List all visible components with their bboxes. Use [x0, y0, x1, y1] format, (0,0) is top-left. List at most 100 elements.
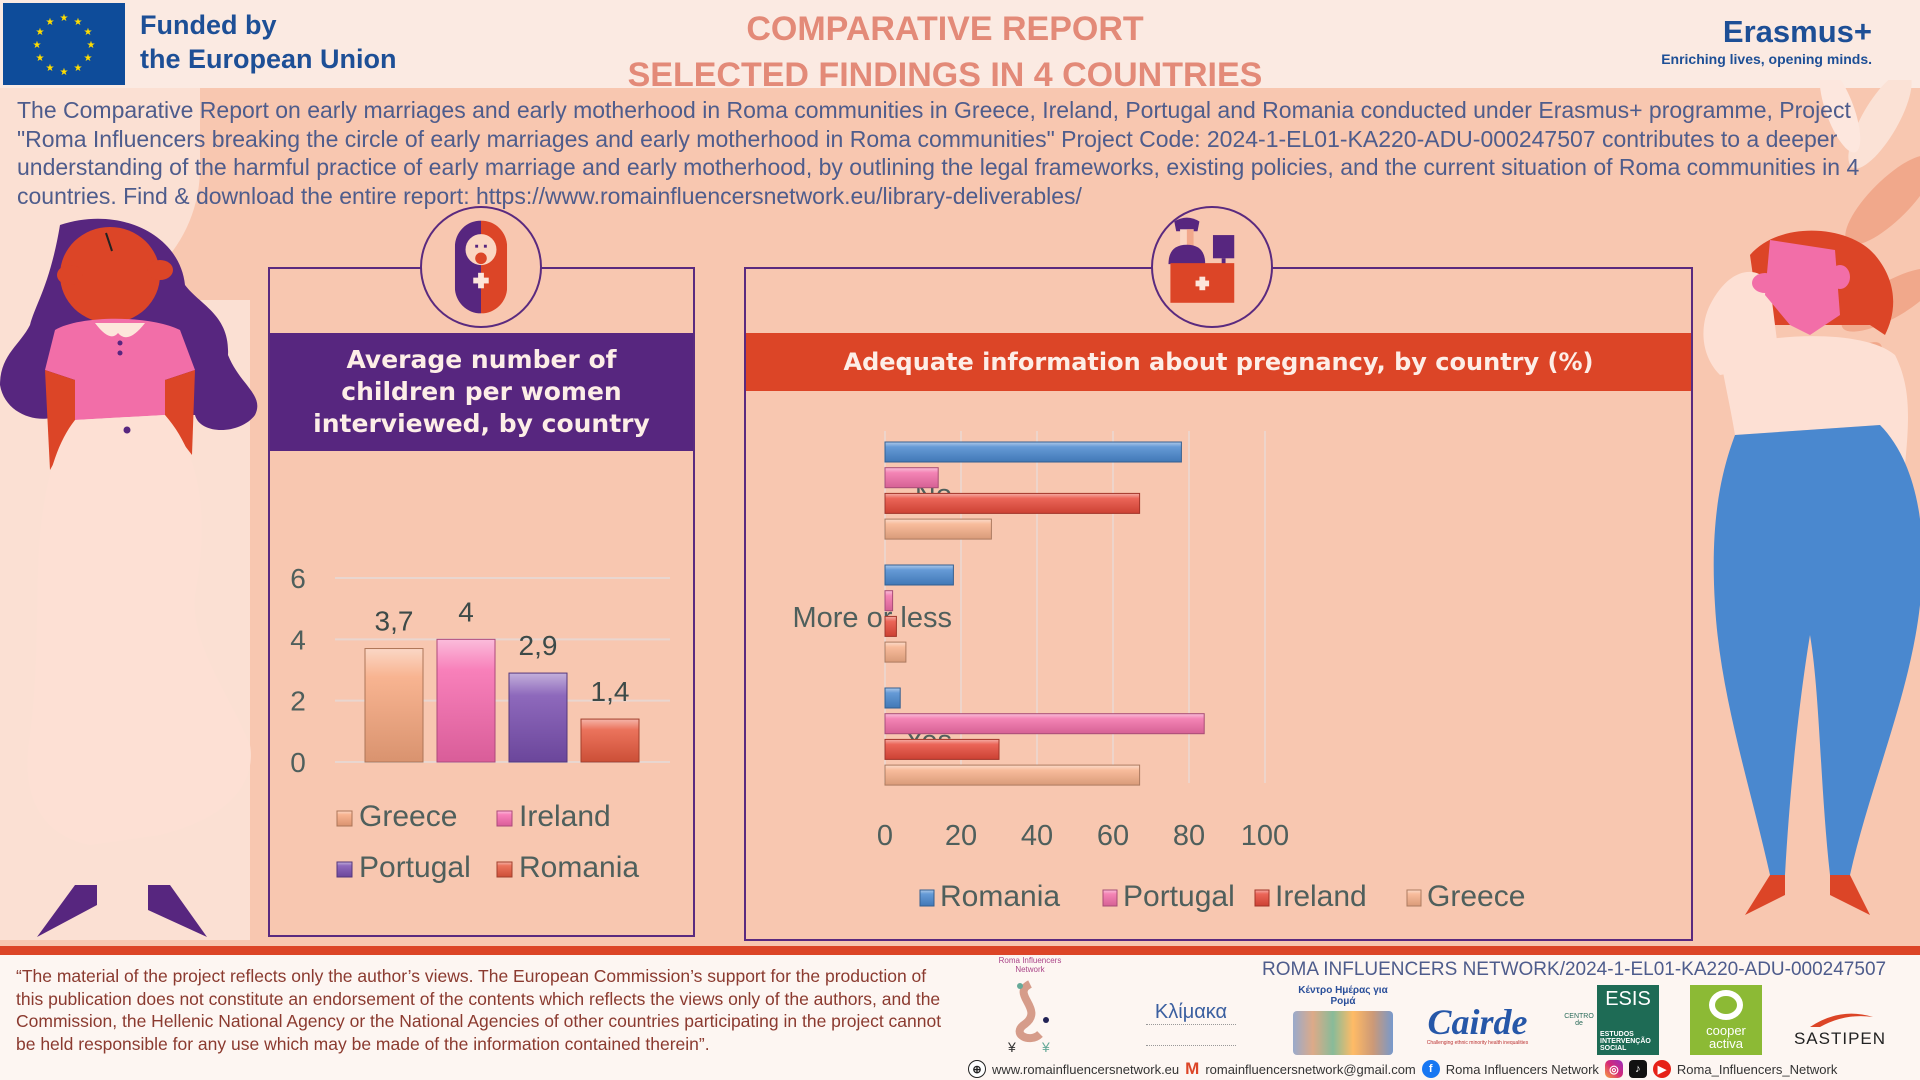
svg-text:★: ★	[87, 40, 96, 51]
legend-label-greece: Greece	[359, 800, 457, 833]
svg-text:★: ★	[36, 53, 45, 64]
sastipen-swoosh	[1810, 1013, 1873, 1027]
youtube-icon[interactable]: ▶	[1652, 1060, 1671, 1078]
esis-logo: CENTRO de ESIS ESTUDOS INTERVENÇÃO SOCIA…	[1560, 985, 1660, 1055]
globe-icon: ⊕	[968, 1060, 986, 1078]
bar-portugal-yes	[884, 713, 1205, 735]
baby-icon	[454, 220, 508, 314]
baby-icon-circle	[420, 206, 542, 328]
legend-swatch	[496, 810, 513, 827]
legend-swatch	[496, 861, 513, 878]
bar-romania-more-or-less	[884, 564, 954, 586]
x-tick-label: 100	[1241, 820, 1289, 852]
cooper-activa-logo: cooper activa	[1690, 985, 1762, 1055]
bar-greece-yes	[884, 764, 1141, 786]
social-handle[interactable]: Roma_Influencers_Network	[1676, 1061, 1838, 1077]
website-link[interactable]: www.romainfluencersnetwork.eu	[992, 1061, 1180, 1077]
cooper-name: cooper activa	[1706, 1023, 1746, 1051]
erasmus-name: Erasmus+	[1722, 14, 1872, 49]
disclaimer-text: “The material of the project reflects on…	[16, 966, 942, 1054]
svg-text:★: ★	[46, 17, 55, 28]
bar-portugal	[508, 672, 568, 763]
data-label: 4	[458, 596, 474, 627]
bar-ireland-more-or-less	[884, 615, 897, 637]
legend-label-portugal: Portugal	[1123, 880, 1235, 913]
svg-text:★: ★	[33, 40, 42, 51]
bar-ireland-yes	[884, 738, 1000, 760]
children-bar-chart: 0 2 4 6 3,7 4 2,9 1,4 Greece Ireland Portugal Roman…	[290, 563, 670, 884]
header-band	[0, 0, 1920, 88]
legend-swatch	[1406, 889, 1422, 907]
svg-text:¥: ¥	[1041, 1039, 1050, 1054]
chart-title: Adequate information about pregnancy, by…	[746, 333, 1691, 391]
kentro-image	[1293, 1011, 1393, 1055]
legend-swatch	[336, 810, 353, 827]
bar-ireland	[436, 638, 496, 763]
woman-illustration-right	[1703, 230, 1920, 915]
erasmus-tagline: Enriching lives, opening minds.	[1661, 51, 1872, 67]
svg-text:★: ★	[74, 63, 83, 74]
roma-influencers-logo: Roma Influencers Network ¥ ¥	[990, 955, 1070, 1055]
gmail-icon: M	[1185, 1059, 1200, 1078]
data-label: 2,9	[519, 630, 558, 661]
doctor-desk-icon	[1168, 217, 1235, 303]
klimaka-subtext	[1146, 1023, 1236, 1046]
contact-bar: ⊕ www.romainfluencersnetwork.eu M romain…	[968, 1059, 1918, 1079]
kentro-logo: Κέντρο Ημέρας για Ρομά	[1290, 985, 1396, 1055]
cairde-name: Cairde	[1427, 1002, 1528, 1042]
woman-illustration-left	[0, 218, 258, 937]
bar-romania	[580, 718, 640, 763]
email-link[interactable]: romainfluencersnetwork@gmail.com	[1205, 1061, 1416, 1077]
funded-by-eu-text: Funded by the European Union	[140, 8, 397, 76]
footer-divider	[0, 946, 1920, 955]
x-tick-label: 0	[877, 820, 893, 852]
sastipen-name: SASTIPEN	[1793, 1029, 1887, 1048]
children-chart-panel: Average number of children per women int…	[268, 267, 695, 937]
category-label: More or less	[792, 602, 952, 634]
svg-text:¥: ¥	[1007, 1039, 1016, 1054]
svg-text:★: ★	[46, 63, 55, 74]
data-label: 1,4	[591, 676, 630, 707]
bar-portugal-no	[884, 467, 939, 489]
erasmus-logo: Erasmus+ Enriching lives, opening minds.	[1661, 14, 1872, 68]
cairde-logo: Cairde Challenging ethnic minority healt…	[1420, 1000, 1535, 1050]
data-label: 3,7	[375, 606, 414, 637]
facebook-link[interactable]: Roma Influencers Network	[1445, 1061, 1599, 1077]
pregnancy-info-chart-panel: Adequate information about pregnancy, by…	[744, 267, 1693, 941]
y-tick-label: 4	[290, 624, 306, 655]
pregnancy-info-bar-chart: 020406080100NoMore or lessYesRomaniaPort…	[792, 431, 1525, 913]
legend-swatch	[1254, 889, 1270, 907]
doctor-icon-circle	[1151, 206, 1273, 328]
esis-full: ESTUDOS INTERVENÇÃO SOCIAL	[1600, 1031, 1651, 1052]
esis-prefix: CENTRO de	[1564, 1013, 1594, 1027]
esis-short: ESIS	[1605, 988, 1651, 1010]
legend-label-ireland: Ireland	[519, 800, 611, 833]
bar-portugal-more-or-less	[884, 590, 894, 612]
legend-swatch	[1102, 889, 1118, 907]
x-tick-label: 80	[1173, 820, 1205, 852]
x-tick-label: 20	[945, 820, 977, 852]
funder-line-2: the European Union	[140, 44, 397, 74]
tiktok-icon[interactable]: ♪	[1628, 1060, 1647, 1078]
page-title: COMPARATIVE REPORT SELECTED FINDINGS IN …	[560, 6, 1330, 98]
title-line-2: SELECTED FINDINGS IN 4 COUNTRIES	[627, 56, 1263, 94]
y-tick-label: 0	[290, 747, 306, 778]
x-tick-label: 60	[1097, 820, 1129, 852]
y-tick-label: 6	[290, 563, 306, 594]
svg-text:★: ★	[84, 53, 93, 64]
y-tick-label: 2	[290, 686, 306, 717]
cooper-mark	[1709, 990, 1743, 1020]
svg-text:★: ★	[60, 67, 69, 78]
legend-label-greece: Greece	[1427, 880, 1525, 913]
bar-greece	[364, 648, 424, 763]
instagram-icon[interactable]: ◎	[1604, 1060, 1623, 1078]
legend-label-romania: Romania	[940, 880, 1060, 913]
roma-logo-text: Roma Influencers Network	[998, 956, 1062, 974]
project-code: ROMA INFLUENCERS NETWORK/2024-1-EL01-KA2…	[1262, 959, 1887, 980]
title-line-1: COMPARATIVE REPORT	[746, 10, 1144, 48]
bar-romania-yes	[884, 687, 901, 709]
klimaka-name: Κλίμακα	[1154, 1000, 1228, 1023]
legend-swatch	[336, 861, 353, 878]
facebook-icon: f	[1421, 1060, 1440, 1078]
svg-text:★: ★	[74, 17, 83, 28]
